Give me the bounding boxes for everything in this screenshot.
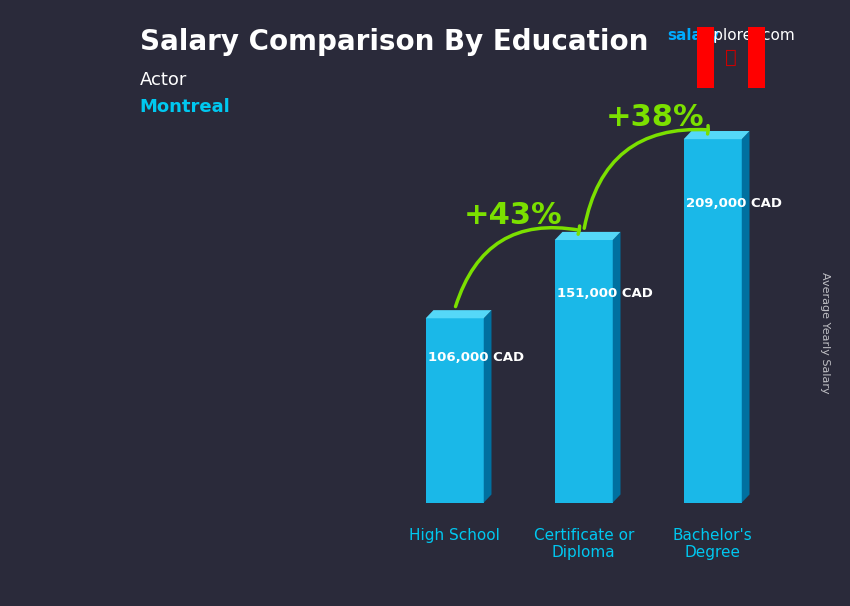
Text: explorer.com: explorer.com	[695, 28, 795, 43]
Text: salary: salary	[667, 28, 719, 43]
Bar	[555, 240, 613, 502]
Bar	[683, 139, 742, 502]
Text: Certificate or
Diploma: Certificate or Diploma	[534, 527, 634, 560]
Polygon shape	[484, 310, 491, 502]
Text: 209,000 CAD: 209,000 CAD	[686, 198, 782, 210]
Text: High School: High School	[410, 527, 500, 542]
Polygon shape	[613, 232, 620, 502]
Text: Bachelor's
Degree: Bachelor's Degree	[673, 527, 752, 560]
Text: Montreal: Montreal	[139, 98, 230, 116]
Text: +38%: +38%	[605, 103, 704, 132]
Polygon shape	[742, 131, 750, 502]
Text: Salary Comparison By Education: Salary Comparison By Education	[139, 28, 648, 56]
Text: Actor: Actor	[139, 71, 187, 89]
Bar	[426, 318, 484, 502]
Text: Average Yearly Salary: Average Yearly Salary	[819, 273, 830, 394]
Text: 106,000 CAD: 106,000 CAD	[428, 351, 524, 364]
Polygon shape	[555, 232, 620, 240]
Bar	[748, 27, 765, 88]
Bar	[697, 27, 714, 88]
Polygon shape	[683, 131, 750, 139]
Polygon shape	[426, 310, 491, 318]
Text: +43%: +43%	[463, 201, 562, 230]
Text: 🍁: 🍁	[725, 48, 737, 67]
Text: 151,000 CAD: 151,000 CAD	[558, 287, 653, 301]
